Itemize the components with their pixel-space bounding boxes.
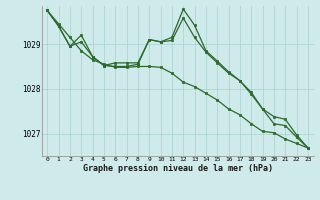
X-axis label: Graphe pression niveau de la mer (hPa): Graphe pression niveau de la mer (hPa): [83, 164, 273, 173]
